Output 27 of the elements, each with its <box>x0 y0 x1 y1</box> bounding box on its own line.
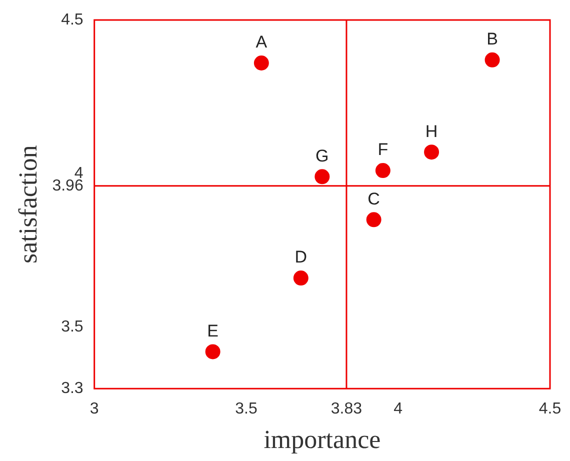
annotation: G <box>316 146 329 166</box>
x-tick-label: 3 <box>90 400 99 418</box>
x-tick-label: 3.83 <box>330 400 362 418</box>
point <box>424 144 440 160</box>
x-tick-label: 3.5 <box>235 400 258 418</box>
x-axis-title: importance <box>264 425 381 454</box>
annotation: E <box>207 321 218 340</box>
y-tick-label: 3.5 <box>61 318 84 336</box>
y-tick-label: 3.3 <box>61 380 84 398</box>
annotation: F <box>378 140 388 160</box>
annotation: D <box>294 248 308 267</box>
point <box>293 270 308 286</box>
x-tick-label: 4 <box>394 400 403 418</box>
point <box>375 163 390 178</box>
point <box>366 212 382 228</box>
annotation: C <box>368 189 380 208</box>
point <box>254 56 269 71</box>
y-axis-title: satisfaction <box>13 145 42 264</box>
y-tick-label: 4.5 <box>61 11 84 28</box>
point <box>484 52 500 68</box>
point <box>205 344 220 360</box>
y-tick-label: 3.96 <box>52 177 84 194</box>
x-tick-label: 4.5 <box>538 400 562 418</box>
point <box>314 169 330 184</box>
annotation: B <box>486 30 498 49</box>
annotation: A <box>256 32 268 52</box>
annotation: H <box>425 122 438 141</box>
